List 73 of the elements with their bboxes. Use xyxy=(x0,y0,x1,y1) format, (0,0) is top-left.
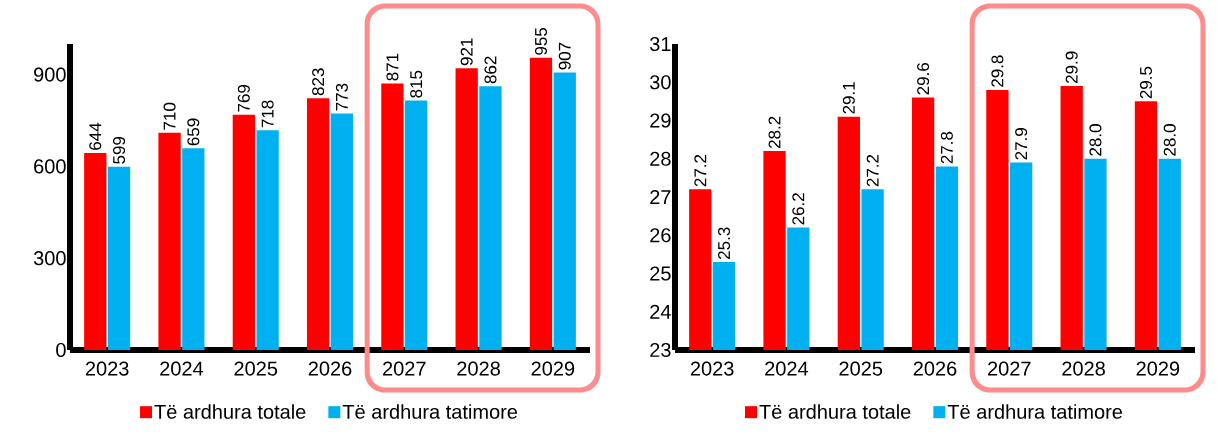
x-tick-label: 2028 xyxy=(457,361,500,376)
x-tick-label: 2029 xyxy=(531,361,575,376)
bar xyxy=(479,86,502,350)
y-tick-label: 300 xyxy=(33,251,66,266)
x-tick-label: 2023 xyxy=(690,361,734,376)
data-label: 29.5 xyxy=(1139,66,1152,99)
x-tick-label: 2023 xyxy=(85,361,129,376)
y-tick-label: 30 xyxy=(650,75,671,90)
x-tick-label: 2026 xyxy=(913,361,957,376)
y-tick-label: 23 xyxy=(650,342,671,358)
x-tick-label: 2025 xyxy=(839,361,883,376)
data-label: 659 xyxy=(187,118,200,146)
bar xyxy=(330,113,354,350)
bar xyxy=(232,114,255,350)
y-tick-label: 29 xyxy=(650,113,671,128)
data-label: 823 xyxy=(312,68,325,96)
x-tick-label: 2027 xyxy=(383,361,426,376)
y-tick-label: 600 xyxy=(34,159,66,174)
x-tick-label: 2029 xyxy=(1136,361,1180,376)
y-tick-label: 26 xyxy=(650,228,671,243)
bar xyxy=(158,132,181,350)
data-label: 644 xyxy=(89,122,102,150)
data-label: 27.9 xyxy=(1015,128,1028,160)
y-tick-label: 31 xyxy=(650,36,671,52)
data-label: 29.6 xyxy=(917,63,930,95)
x-tick-label: 2024 xyxy=(160,361,204,376)
legend-label: Të ardhura tatimore xyxy=(342,404,518,419)
data-label: 26.2 xyxy=(792,193,805,225)
y-tick-label: 25 xyxy=(650,266,671,281)
y-tick-label: 28 xyxy=(650,151,671,166)
data-label: 25.3 xyxy=(718,227,731,259)
y-tick-label: 0 xyxy=(56,342,66,358)
data-label: 27.2 xyxy=(866,154,879,187)
bar xyxy=(381,83,404,350)
data-label: 955 xyxy=(534,27,547,55)
x-tick-label: 2027 xyxy=(988,361,1031,376)
y-tick-label: 900 xyxy=(34,67,66,82)
x-tick-label: 2024 xyxy=(765,361,809,376)
data-label: 815 xyxy=(410,70,423,98)
data-label: 773 xyxy=(335,83,348,111)
bar xyxy=(182,148,205,350)
data-label: 871 xyxy=(386,53,399,81)
bar xyxy=(256,130,279,350)
data-label: 921 xyxy=(460,38,473,66)
data-label: 718 xyxy=(261,100,274,128)
data-label: 29.1 xyxy=(842,82,855,114)
x-tick-label: 2026 xyxy=(308,361,352,376)
legend-label: Të ardhura totale xyxy=(759,404,911,419)
data-label: 862 xyxy=(484,56,497,84)
y-tick-label: 24 xyxy=(650,304,671,319)
data-label: 27.2 xyxy=(694,154,707,187)
bar xyxy=(553,72,576,350)
data-label: 28.2 xyxy=(768,116,781,149)
data-label: 29.8 xyxy=(991,55,1004,87)
y-tick-label: 27 xyxy=(650,190,671,204)
bar xyxy=(84,152,107,350)
x-tick-label: 2025 xyxy=(234,361,278,376)
data-label: 29.9 xyxy=(1065,51,1078,84)
bar xyxy=(405,100,428,350)
bar xyxy=(306,98,330,350)
legend-label: Të ardhura tatimore xyxy=(947,404,1123,419)
legend-label: Të ardhura totale xyxy=(154,404,306,419)
bar xyxy=(455,68,478,350)
data-label: 28.0 xyxy=(1163,124,1176,156)
data-label: 599 xyxy=(113,136,126,164)
data-label: 28.0 xyxy=(1089,124,1102,156)
data-label: 907 xyxy=(558,42,571,70)
bar xyxy=(529,57,553,350)
bar xyxy=(107,166,131,350)
data-label: 710 xyxy=(163,102,176,130)
x-tick-label: 2028 xyxy=(1062,361,1105,376)
data-label: 769 xyxy=(237,84,250,112)
data-label: 27.8 xyxy=(940,131,953,164)
